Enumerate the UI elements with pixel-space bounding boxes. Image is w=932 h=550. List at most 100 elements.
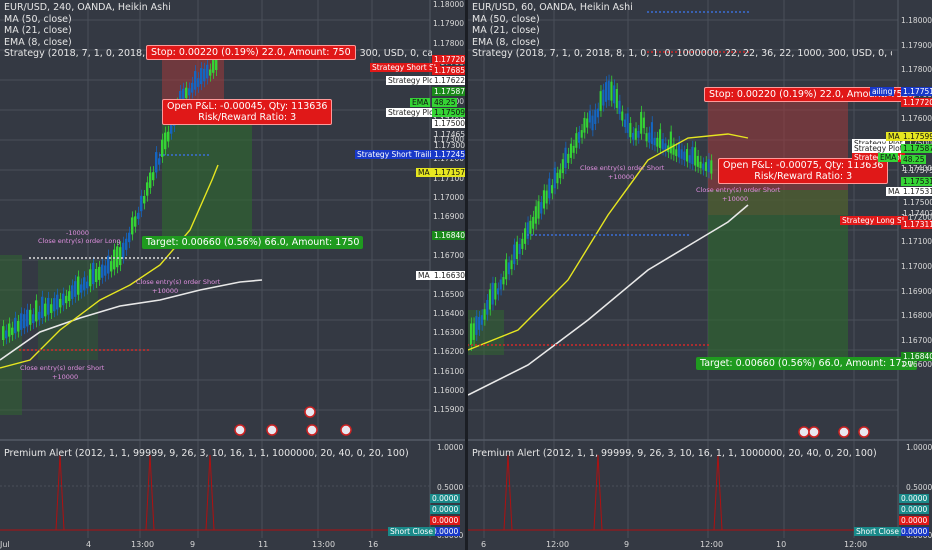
stop-marker (129, 257, 131, 259)
candle-body (167, 131, 170, 142)
stop-marker (643, 344, 645, 346)
stop-marker (747, 11, 749, 13)
event-icon (234, 424, 246, 436)
x-tick-label: 13:00 (131, 540, 155, 549)
candle-body (615, 89, 618, 108)
candle-body (65, 295, 68, 304)
close-short-annotation: Close entry(s) order Short (580, 164, 665, 172)
strategy-params[interactable]: Strategy (2018, 7, 1, 0, 2018, 8, 1, 0, … (472, 48, 892, 59)
tag-ma: MA (416, 168, 432, 177)
ma21-line (468, 133, 749, 351)
candle-body (200, 68, 203, 85)
tag-value: 1.16840 (432, 231, 465, 240)
candle-body (194, 71, 197, 90)
stop-marker (175, 154, 177, 156)
indicator-ema[interactable]: EMA (8, close) (4, 36, 72, 48)
candle-body (155, 152, 158, 173)
tag-long-sl: Strategy Long SL (840, 216, 908, 225)
stop-marker (719, 11, 721, 13)
stop-marker (671, 11, 673, 13)
stop-marker (603, 234, 605, 236)
candle-body (113, 249, 116, 270)
tag-value: 1.17157 (432, 168, 465, 177)
candle-body (686, 149, 689, 162)
stop-marker (727, 11, 729, 13)
y-tick-label: 1.17100 (901, 237, 932, 247)
chart-title: EUR/USD, 60, OANDA, Heikin Ashi (472, 2, 633, 13)
stop-marker (655, 51, 657, 53)
stop-marker (31, 349, 33, 351)
candle-body (513, 244, 516, 265)
indicator-ma21[interactable]: MA (21, close) (4, 25, 72, 36)
osc-tag: 0.0000 (430, 527, 461, 536)
candle-body (645, 133, 648, 142)
stop-marker (113, 257, 115, 259)
stop-marker (107, 349, 109, 351)
candle-body (515, 241, 518, 260)
close-short-annotation: Close entry(s) order Short (136, 278, 221, 286)
stop-marker (491, 344, 493, 346)
x-tick-label: 11 (258, 540, 269, 549)
pane-divider[interactable] (465, 0, 468, 550)
stop-marker (723, 51, 725, 53)
indicator-ma50[interactable]: MA (50, close) (4, 13, 72, 25)
candle-body (602, 89, 605, 106)
candle-body (559, 169, 562, 179)
stop-marker (165, 257, 167, 259)
x-tick-label: 16 (368, 540, 379, 549)
tag-value: 48.25 (901, 155, 927, 164)
stop-marker (667, 344, 669, 346)
y-tick-label: 1.17200 (901, 212, 932, 222)
candle-body (534, 206, 537, 224)
stop-marker (535, 344, 537, 346)
candle-body (551, 185, 554, 194)
osc-tag: 0.0000 (899, 527, 930, 536)
stop-marker (133, 257, 135, 259)
stop-marker (703, 11, 705, 13)
candle-body (505, 259, 508, 280)
candle-body (98, 266, 101, 280)
candle-body (212, 59, 215, 73)
stop-marker (495, 344, 497, 346)
stop-marker (191, 154, 193, 156)
stop-marker (699, 11, 701, 13)
stop-marker (551, 344, 553, 346)
tag-value: 1.17685 (432, 66, 465, 75)
tag-value: 1.17500 (432, 119, 465, 128)
candle-body (613, 85, 616, 104)
stop-marker (121, 257, 123, 259)
candle-body (11, 327, 14, 335)
annotation-value: +10000 (608, 173, 635, 181)
stop-marker (591, 344, 593, 346)
stop-marker (579, 234, 581, 236)
trade-zone (708, 190, 848, 365)
price-chart-right[interactable] (468, 0, 932, 550)
stop-marker (711, 11, 713, 13)
tag-value: 1.17465 (434, 130, 465, 139)
stop-marker (627, 234, 629, 236)
event-icon (306, 424, 318, 436)
y-tick-label: 1.16700 (901, 335, 932, 345)
chart-pane-right[interactable]: EUR/USD, 60, OANDA, Heikin Ashi MA (50, … (468, 0, 932, 550)
tag-value: 1.16630 (432, 271, 465, 280)
candle-body (659, 129, 662, 148)
osc-title[interactable]: Premium Alert (2012, 1, 1, 99999, 9, 26,… (472, 448, 877, 459)
y-tick-label: 1.16200 (433, 347, 465, 357)
candle-body (542, 190, 545, 209)
stop-marker (599, 234, 601, 236)
short-close-tag: Short Close (854, 527, 901, 536)
chart-pane-left[interactable]: EUR/USD, 240, OANDA, Heikin Ashi MA (50,… (0, 0, 465, 550)
indicator-ma50[interactable]: MA (50, close) (472, 13, 540, 25)
indicator-ma21[interactable]: MA (21, close) (472, 25, 540, 36)
indicator-ema[interactable]: EMA (8, close) (472, 36, 540, 48)
candle-body (140, 195, 143, 212)
annotation-value: +10000 (52, 373, 79, 381)
candle-body (556, 172, 559, 184)
tag-value: 1.17599 (901, 132, 932, 141)
stop-marker (101, 257, 103, 259)
osc-title[interactable]: Premium Alert (2012, 1, 1, 99999, 9, 26,… (4, 448, 409, 459)
stop-marker (111, 349, 113, 351)
tag-value: 1.17407 (903, 209, 932, 218)
stop-marker (139, 349, 141, 351)
candle-body (683, 151, 686, 161)
